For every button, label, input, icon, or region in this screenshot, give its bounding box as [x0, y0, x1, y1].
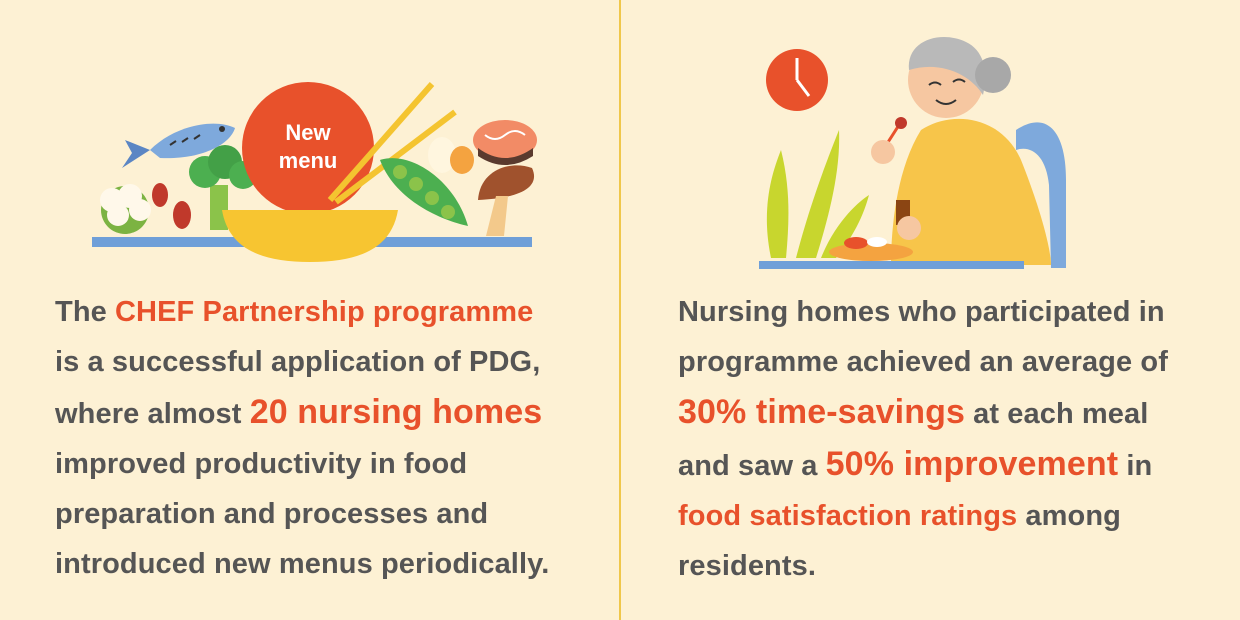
- pea-pod-icon: [380, 158, 468, 226]
- left-description: The CHEF Partnership programme is a succ…: [55, 287, 615, 589]
- left-panel: New menu: [55, 82, 615, 589]
- text-span: improved productivity in food: [55, 448, 468, 480]
- highlight-improvement: 50% improvement: [825, 445, 1119, 483]
- badge-line-1: New: [285, 120, 331, 145]
- plant-leaves-icon: [766, 130, 869, 258]
- highlight-chef-programme: CHEF Partnership programme: [115, 296, 534, 328]
- woman-body: [891, 118, 1051, 265]
- badge-line-2: menu: [279, 148, 338, 173]
- text-span: programme achieved an average of: [678, 346, 1168, 378]
- text-line: introduced new menus periodically.: [55, 539, 615, 589]
- text-span: at each meal: [964, 398, 1149, 430]
- text-span: where almost: [55, 398, 250, 430]
- text-line: The CHEF Partnership programme: [55, 287, 615, 337]
- elderly-woman-eating-icon: [759, 37, 1066, 269]
- text-span: The: [55, 296, 116, 328]
- text-span: in: [1118, 450, 1153, 482]
- text-span: introduced new menus periodically.: [55, 548, 550, 580]
- woman-head: [908, 37, 1011, 118]
- text-line: preparation and processes and: [55, 489, 615, 539]
- egg-yolk-icon: [450, 146, 474, 174]
- cauliflower-icon: [100, 184, 151, 234]
- chopstick: [334, 109, 457, 205]
- woman-hand: [871, 140, 895, 164]
- text-line: 30% time-savings at each meal: [678, 387, 1238, 439]
- egg-icon: [428, 137, 456, 173]
- text-line: is a successful application of PDG,: [55, 337, 615, 387]
- bean-icon: [173, 201, 191, 229]
- chopstick: [327, 82, 435, 202]
- mushroom-icon: [478, 165, 535, 236]
- clock-icon: [766, 49, 828, 111]
- text-span: residents.: [678, 550, 816, 582]
- bowl-icon: [222, 210, 398, 262]
- chair-icon: [1016, 122, 1066, 268]
- highlight-20-nursing-homes: 20 nursing homes: [249, 393, 543, 431]
- text-span: preparation and processes and: [55, 498, 489, 530]
- new-menu-food-icon: New menu: [92, 82, 537, 262]
- new-menu-badge: [242, 82, 374, 214]
- highlight-time-savings: 30% time-savings: [678, 393, 965, 431]
- text-line: Nursing homes who participated in: [678, 287, 1238, 337]
- divider: [619, 0, 621, 620]
- woman-hand: [897, 216, 921, 240]
- text-line: residents.: [678, 541, 1238, 591]
- broccoli-icon: [189, 145, 257, 230]
- salmon-icon: [473, 120, 537, 165]
- fish-icon: [122, 123, 235, 168]
- text-line: improved productivity in food: [55, 439, 615, 489]
- highlight-food-satisfaction: food satisfaction ratings: [678, 500, 1018, 532]
- plate-icon: [829, 237, 913, 261]
- right-panel: Nursing homes who participated in progra…: [621, 0, 1240, 620]
- bean-icon: [152, 183, 168, 207]
- text-span: Nursing homes who participated in: [678, 296, 1165, 328]
- text-span: and saw a: [678, 450, 826, 482]
- text-line: food satisfaction ratings among: [678, 491, 1238, 541]
- text-span: among: [1017, 500, 1121, 532]
- text-span: is a successful application of PDG,: [55, 346, 541, 378]
- text-line: and saw a 50% improvement in: [678, 439, 1238, 491]
- text-line: programme achieved an average of: [678, 337, 1238, 387]
- right-description: Nursing homes who participated in progra…: [678, 287, 1238, 591]
- text-line: where almost 20 nursing homes: [55, 387, 615, 439]
- table-shelf: [759, 261, 1024, 269]
